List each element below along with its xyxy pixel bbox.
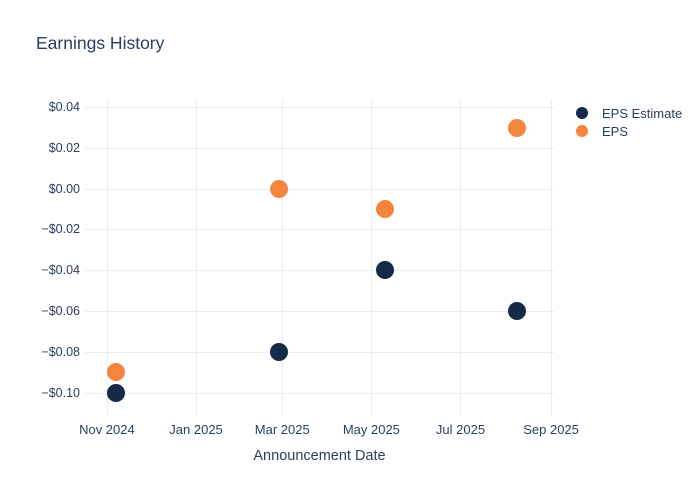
x-axis-title: Announcement Date [253,448,386,464]
eps-estimate-point[interactable] [270,342,289,361]
y-tick-label: $0.04 [48,100,80,115]
y-gridline [85,188,554,190]
x-tick-label: Sep 2025 [523,422,579,437]
eps-estimate-point[interactable] [106,383,125,402]
legend-item-eps-estimate[interactable]: EPS Estimate [576,104,682,122]
x-gridline [551,99,553,415]
y-gridline [85,311,554,313]
y-tick-label: −$0.04 [41,263,80,278]
eps-point[interactable] [270,179,289,198]
y-tick-label: −$0.06 [41,304,80,319]
y-gridline [85,107,554,109]
eps-point[interactable] [106,363,125,382]
legend-item-eps[interactable]: EPS [576,122,682,140]
x-gridline [460,99,462,415]
chart-title: Earnings History [36,33,165,53]
x-tick-label: Nov 2024 [79,422,135,437]
x-tick-label: May 2025 [342,422,400,437]
x-tick-label: Jul 2025 [435,422,486,437]
y-gridline [85,351,554,353]
y-tick-label: $0.02 [48,140,80,155]
eps-estimate-legend-marker-icon [576,107,588,119]
x-tick-label: Jan 2025 [169,422,223,437]
x-gridline [282,99,284,415]
x-gridline [106,99,108,415]
eps-point[interactable] [375,200,394,219]
x-gridline [371,99,373,415]
y-tick-label: −$0.10 [41,385,80,400]
eps-estimate-point[interactable] [508,302,527,321]
y-gridline [85,147,554,149]
y-tick-label: −$0.08 [41,344,80,359]
legend-label: EPS [602,123,629,139]
legend: EPS Estimate EPS [576,104,682,140]
legend-label: EPS Estimate [602,105,683,121]
y-gridline [85,270,554,272]
plot-area: $0.04 $0.02 $0.00 −$0.02 −$0.04 −$0.06 −$0.08 −… [41,99,579,437]
eps-legend-marker-icon [576,125,588,137]
eps-estimate-point[interactable] [375,261,394,280]
y-gridline [85,229,554,231]
y-gridline [85,392,554,394]
y-tick-label: $0.00 [48,181,80,196]
x-gridline [196,99,198,415]
eps-point[interactable] [508,118,527,137]
x-tick-label: Mar 2025 [254,422,310,437]
y-tick-label: −$0.02 [41,222,80,237]
